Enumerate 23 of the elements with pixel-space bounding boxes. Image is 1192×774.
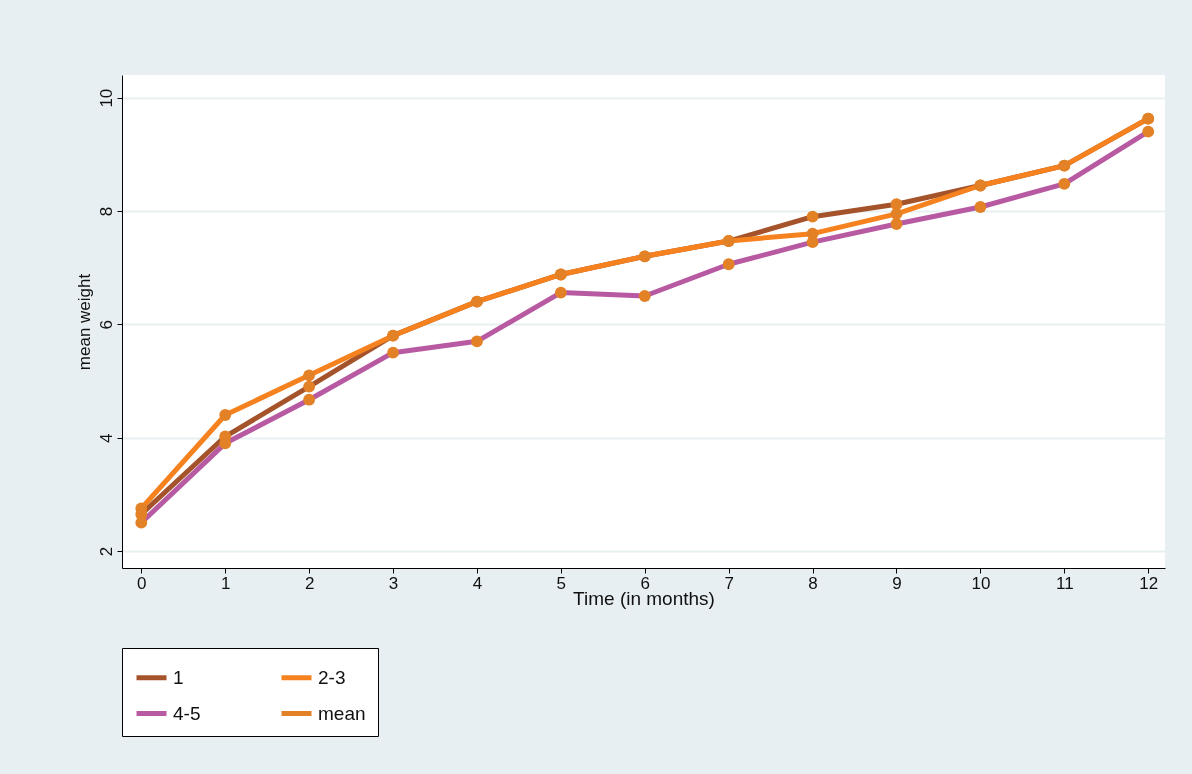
x-tick-label: 3 — [388, 573, 399, 593]
x-tick-label: 0 — [137, 573, 147, 593]
y-tick-label: 2 — [96, 546, 116, 557]
x-tick-label: 4 — [472, 573, 483, 593]
legend-label: 4-5 — [173, 702, 201, 724]
y-tick-label: 6 — [96, 320, 116, 330]
legend-label: 1 — [173, 666, 184, 688]
x-tick-label: 12 — [1139, 573, 1159, 593]
legend-label: mean — [318, 702, 366, 724]
x-tick-label: 1 — [220, 573, 231, 593]
x-tick-label: 9 — [892, 573, 902, 593]
x-tick-label: 8 — [808, 573, 818, 593]
x-tick-label: 10 — [971, 573, 991, 593]
y-tick-label: 4 — [96, 433, 116, 443]
y-tick-label: 10 — [96, 88, 116, 108]
x-tick-label: 6 — [640, 573, 650, 593]
x-tick-label: 7 — [724, 573, 734, 593]
x-tick-label: 5 — [556, 573, 567, 593]
x-tick-label: 2 — [304, 573, 315, 593]
y-tick-label: 8 — [96, 206, 116, 217]
y-axis-title: mean weight — [74, 273, 94, 371]
legend-label: 2-3 — [318, 666, 346, 688]
x-tick-label: 11 — [1055, 573, 1074, 593]
